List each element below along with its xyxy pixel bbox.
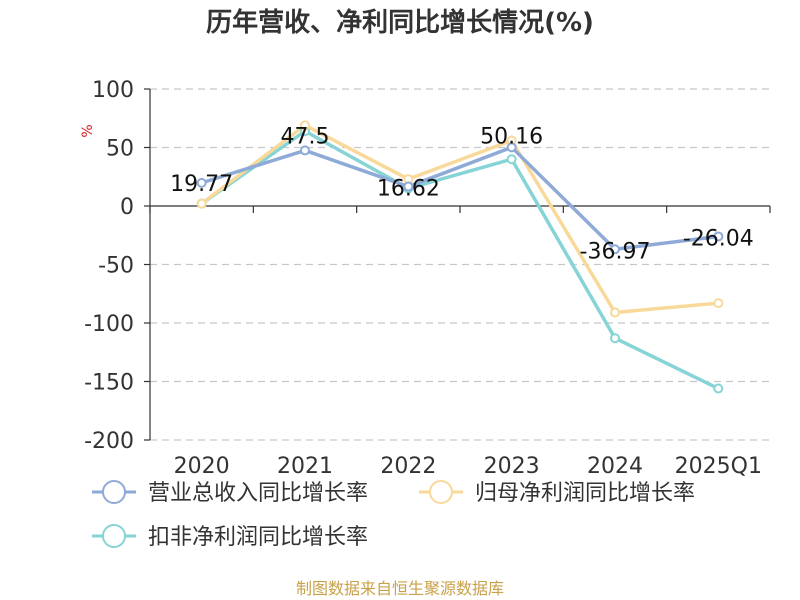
y-tick-label: 100 [92,78,134,103]
data-label: 16.62 [377,177,440,202]
legend-marker [102,480,126,504]
data-point [506,154,517,165]
series-points [196,120,724,394]
legend-item: 营业总收入同比增长率 [92,480,368,506]
data-point [610,333,620,344]
legend-item: 归母净利润同比增长率 [419,480,695,506]
series-line [199,145,721,252]
data-point [610,244,620,255]
legend-label: 营业总收入同比增长率 [148,481,368,506]
data-label: 19.77 [170,172,233,197]
data-label: 47.5 [281,124,330,149]
data-point [713,231,724,242]
data-point [196,198,207,209]
legend-item: 扣非净利润同比增长率 [92,524,368,550]
data-point [713,298,724,309]
series-line [199,129,721,391]
data-label: -36.97 [580,239,651,264]
legend-label: 扣非净利润同比增长率 [148,525,368,550]
source-note: 制图数据来自恒生聚源数据库 [296,579,504,598]
data-point [196,177,207,188]
data-label: 50.16 [480,124,543,149]
x-tick-label: 2025Q1 [675,454,762,479]
grid-lines [150,88,770,441]
series-line [199,123,721,315]
y-axis-ticks: 100 50 0 -50 -100 -150 -200 [84,78,150,454]
x-axis-ticks: 2020 2021 2022 2023 2024 2025Q1 [174,454,762,479]
legend-marker [102,524,126,548]
y-tick-label: -200 [84,429,134,454]
x-tick-label: 2021 [277,454,333,479]
legend-label: 归母净利润同比增长率 [475,481,695,506]
y-tick-label: -50 [98,254,134,279]
data-point [300,120,310,131]
y-axis-unit-label: % [80,124,96,137]
data-point [403,181,414,192]
y-tick-label: 0 [120,195,134,220]
x-tick-label: 2024 [587,454,643,479]
y-tick-label: -100 [84,312,134,337]
data-point [713,383,724,394]
x-tick-label: 2020 [174,454,230,479]
data-point [300,145,310,156]
legend-marker [429,480,453,504]
series-lines [199,123,721,391]
x-tick-label: 2022 [380,454,436,479]
data-point [610,307,620,318]
data-point [506,142,517,153]
x-tick-label: 2023 [484,454,540,479]
axes [149,89,771,440]
data-labels: 19.77 47.5 16.62 50.16 -36.97 -26.04 [170,124,754,264]
chart-title: 历年营收、净利同比增长情况(%) [206,7,594,38]
y-tick-label: -150 [84,371,134,396]
data-label: -26.04 [683,226,754,251]
y-tick-label: 50 [106,137,134,162]
